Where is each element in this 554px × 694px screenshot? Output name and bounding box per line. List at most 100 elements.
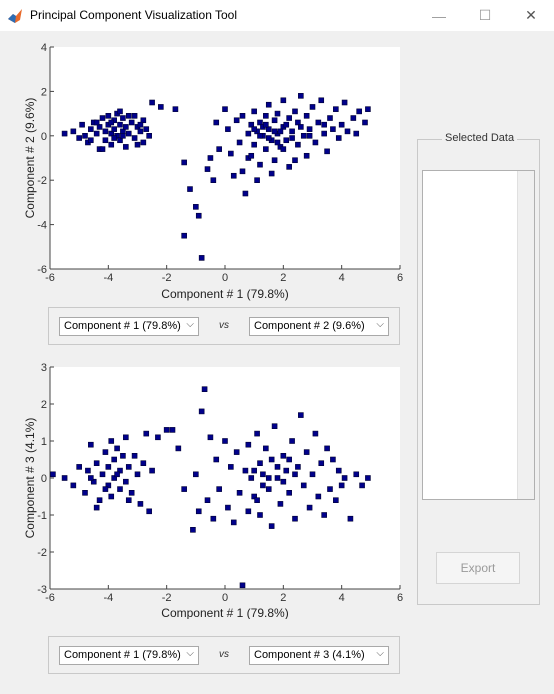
data-point[interactable] bbox=[356, 108, 362, 115]
data-point[interactable] bbox=[292, 515, 298, 522]
data-point[interactable] bbox=[286, 164, 292, 170]
y-component-select-1[interactable]: Component # 2 (9.6%) ⌵ bbox=[249, 317, 389, 336]
data-point[interactable] bbox=[102, 128, 109, 135]
data-point[interactable] bbox=[248, 152, 255, 159]
data-point[interactable] bbox=[271, 423, 278, 429]
data-point[interactable] bbox=[96, 497, 103, 503]
data-point[interactable] bbox=[254, 497, 260, 503]
minimize-button[interactable]: — bbox=[432, 7, 446, 24]
data-point[interactable] bbox=[114, 445, 120, 452]
data-point[interactable] bbox=[181, 486, 187, 492]
data-point[interactable] bbox=[61, 475, 68, 481]
data-point[interactable] bbox=[306, 133, 313, 139]
data-point[interactable] bbox=[321, 121, 327, 128]
data-point[interactable] bbox=[111, 475, 117, 481]
export-button[interactable]: Export bbox=[436, 552, 520, 584]
close-button[interactable]: ✕ bbox=[525, 7, 537, 23]
data-point[interactable] bbox=[117, 137, 123, 144]
maximize-button[interactable]: ☐ bbox=[478, 7, 492, 23]
data-point[interactable] bbox=[93, 504, 100, 511]
data-point[interactable] bbox=[210, 515, 217, 522]
data-point[interactable] bbox=[300, 133, 307, 139]
data-point[interactable] bbox=[239, 113, 246, 119]
data-point[interactable] bbox=[230, 172, 237, 179]
data-point[interactable] bbox=[347, 515, 354, 522]
data-point[interactable] bbox=[315, 119, 322, 126]
data-point[interactable] bbox=[123, 478, 129, 485]
data-point[interactable] bbox=[216, 486, 222, 492]
data-point[interactable] bbox=[222, 438, 228, 444]
data-point[interactable] bbox=[306, 504, 313, 511]
data-point[interactable] bbox=[79, 121, 85, 128]
data-point[interactable] bbox=[105, 464, 112, 470]
data-point[interactable] bbox=[204, 497, 211, 503]
data-point[interactable] bbox=[149, 467, 155, 474]
data-point[interactable] bbox=[225, 126, 231, 132]
data-point[interactable] bbox=[120, 133, 126, 139]
data-point[interactable] bbox=[70, 482, 77, 489]
data-point[interactable] bbox=[353, 130, 360, 137]
data-point[interactable] bbox=[204, 166, 211, 172]
data-point[interactable] bbox=[280, 146, 287, 152]
data-point[interactable] bbox=[134, 141, 141, 148]
data-point[interactable] bbox=[93, 130, 100, 137]
data-point[interactable] bbox=[335, 467, 342, 474]
data-point[interactable] bbox=[268, 170, 275, 177]
data-point[interactable] bbox=[362, 119, 368, 126]
data-point[interactable] bbox=[207, 155, 214, 161]
data-point[interactable] bbox=[85, 467, 91, 474]
data-point[interactable] bbox=[338, 482, 345, 489]
data-point[interactable] bbox=[251, 467, 257, 474]
data-point[interactable] bbox=[350, 115, 357, 121]
data-point[interactable] bbox=[105, 482, 112, 489]
data-point[interactable] bbox=[295, 464, 301, 470]
data-point[interactable] bbox=[315, 493, 322, 500]
data-point[interactable] bbox=[143, 430, 150, 437]
data-point[interactable] bbox=[213, 456, 220, 463]
data-point[interactable] bbox=[280, 478, 287, 485]
data-point[interactable] bbox=[283, 137, 290, 144]
data-point[interactable] bbox=[216, 146, 222, 152]
data-point[interactable] bbox=[251, 126, 257, 132]
data-point[interactable] bbox=[123, 144, 129, 150]
data-point[interactable] bbox=[359, 482, 365, 489]
data-point[interactable] bbox=[280, 453, 287, 459]
data-point[interactable] bbox=[283, 467, 290, 474]
data-point[interactable] bbox=[125, 113, 132, 119]
data-point[interactable] bbox=[289, 438, 295, 444]
data-point[interactable] bbox=[245, 130, 252, 137]
data-point[interactable] bbox=[321, 512, 327, 518]
data-point[interactable] bbox=[321, 130, 327, 137]
data-point[interactable] bbox=[198, 408, 205, 415]
data-point[interactable] bbox=[274, 475, 281, 481]
data-point[interactable] bbox=[265, 135, 272, 141]
data-point[interactable] bbox=[274, 110, 281, 117]
data-point[interactable] bbox=[260, 482, 266, 489]
data-point[interactable] bbox=[88, 475, 94, 481]
data-point[interactable] bbox=[330, 126, 336, 132]
data-point[interactable] bbox=[213, 119, 220, 126]
data-point[interactable] bbox=[190, 527, 196, 533]
data-point[interactable] bbox=[330, 456, 336, 463]
data-point[interactable] bbox=[125, 464, 132, 470]
data-point[interactable] bbox=[251, 108, 257, 115]
data-point[interactable] bbox=[137, 121, 144, 128]
data-point[interactable] bbox=[134, 471, 141, 478]
data-point[interactable] bbox=[298, 93, 304, 99]
data-point[interactable] bbox=[131, 135, 138, 141]
data-point[interactable] bbox=[143, 126, 150, 132]
data-point[interactable] bbox=[70, 128, 77, 135]
data-point[interactable] bbox=[254, 177, 260, 183]
data-point[interactable] bbox=[236, 490, 243, 496]
data-point[interactable] bbox=[239, 582, 246, 589]
data-point[interactable] bbox=[274, 464, 281, 470]
data-point[interactable] bbox=[117, 486, 123, 492]
data-point[interactable] bbox=[149, 99, 155, 106]
data-point[interactable] bbox=[140, 117, 147, 124]
data-point[interactable] bbox=[338, 121, 345, 128]
data-point[interactable] bbox=[251, 141, 257, 148]
data-point[interactable] bbox=[233, 117, 240, 124]
data-point[interactable] bbox=[365, 475, 371, 481]
data-point[interactable] bbox=[251, 493, 257, 500]
data-point[interactable] bbox=[108, 493, 115, 500]
